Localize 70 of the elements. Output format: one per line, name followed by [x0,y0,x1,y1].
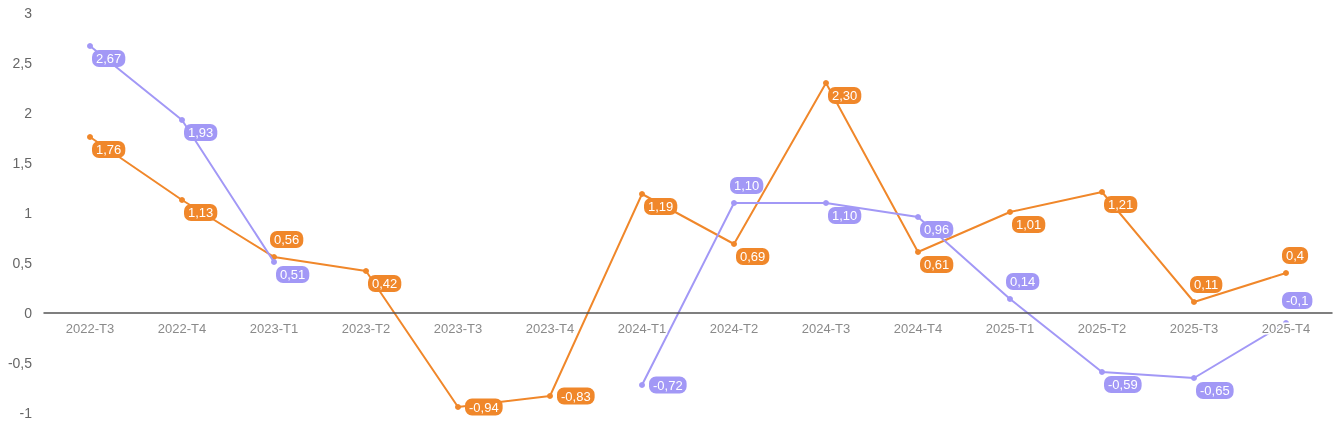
data-label: 2,30 [832,88,858,103]
x-tick-label: 2023-T2 [341,321,391,336]
point [823,200,829,206]
x-tick-label: 2025-T1 [985,321,1035,336]
data-label: -0,59 [1108,377,1138,392]
y-tick-label: 0 [24,305,33,321]
point [87,134,93,140]
data-label: 0,42 [372,276,398,291]
x-tick-label: 2023-T1 [249,321,299,336]
x-tick-label: 2024-T1 [617,321,667,336]
y-tick-label: 2,5 [12,55,33,71]
data-label: 0,96 [924,222,950,237]
point [639,382,645,388]
x-tick-label: 2023-T4 [525,321,575,336]
y-tick-label: 0,5 [12,255,33,271]
point [1007,209,1013,215]
x-tick-label: 2022-T3 [65,321,115,336]
data-label: 1,13 [188,205,214,220]
data-label: -0,94 [469,399,499,415]
data-label: 1,10 [832,208,858,223]
point [87,43,93,49]
x-tick-label: 2022-T4 [157,321,207,336]
point [1191,375,1197,381]
point [547,393,553,399]
data-label: 0,61 [924,257,950,272]
data-label: 1,10 [734,178,760,193]
data-label: -0,1 [1286,293,1309,308]
point [1099,369,1105,375]
point [731,200,737,206]
data-label: 0,4 [1286,248,1305,263]
data-label: 0,51 [280,267,306,282]
point [1283,270,1289,276]
y-tick-label: 3 [24,5,33,21]
point [915,249,921,255]
point [179,117,185,123]
y-tick-label: -0,5 [7,355,33,371]
point [731,241,737,247]
point [915,214,921,220]
point [823,80,829,86]
x-tick-label: 2025-T3 [1169,321,1219,336]
data-label: 1,01 [1016,217,1042,232]
point [179,197,185,203]
data-label: 0,69 [740,249,766,264]
point [455,404,461,410]
point [639,191,645,197]
data-label: -0,65 [1200,383,1230,398]
data-label: 1,19 [648,199,674,214]
x-tick-label: 2024-T3 [801,321,851,336]
x-tick-label: 2024-T4 [893,321,943,336]
point [271,259,277,265]
data-label: 2,67 [96,51,122,66]
data-label: 1,93 [188,125,214,140]
data-label: 0,14 [1010,274,1036,289]
data-label: 1,21 [1108,197,1134,212]
x-tick-label: 2025-T2 [1077,321,1127,336]
data-label: 0,56 [274,232,300,247]
data-label: 0,11 [1194,277,1219,292]
point [363,268,369,274]
y-tick-label: 2 [24,105,33,121]
data-label: -0,72 [653,377,683,393]
y-tick-label: -1 [19,405,33,421]
point [1007,296,1013,302]
y-tick-label: 1,5 [12,155,33,171]
y-tick-label: 1 [24,205,33,221]
point [1191,299,1197,305]
data-label: 1,76 [96,142,122,157]
data-label: -0,83 [561,388,591,404]
point [1099,189,1105,195]
x-tick-label: 2024-T2 [709,321,759,336]
x-tick-label: 2023-T3 [433,321,483,336]
